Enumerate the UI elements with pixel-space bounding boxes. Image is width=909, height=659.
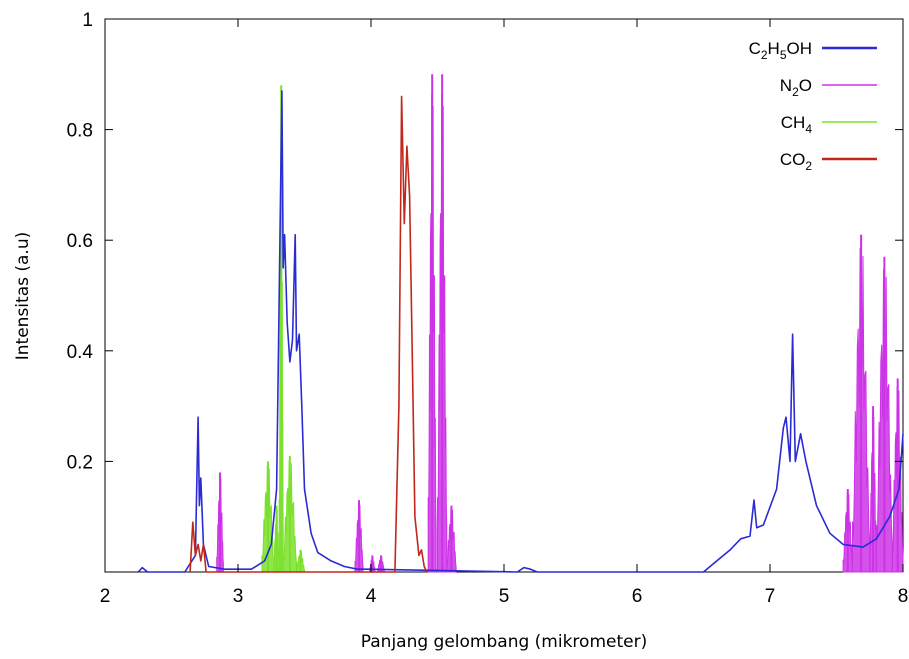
series-c2h5oh <box>137 90 904 573</box>
legend: C2H5OH N2O CH4 CO2 <box>749 39 877 173</box>
series-n2o <box>216 74 904 573</box>
legend-label: CH4 <box>781 113 813 136</box>
legend-item-co2: CO2 <box>780 150 877 173</box>
legend-label: CO2 <box>780 150 813 173</box>
y-tick-label: 0.2 <box>67 452 93 473</box>
x-tick-label: 8 <box>898 586 909 607</box>
line-co2 <box>189 95 428 573</box>
x-tick-label: 2 <box>100 586 111 607</box>
x-tick-label: 4 <box>366 586 377 607</box>
line-c2h5oh <box>137 90 904 573</box>
x-tick-label: 7 <box>765 586 776 607</box>
y-tick-label: 0.8 <box>67 121 93 142</box>
plot-frame <box>104 18 904 573</box>
y-tick-label: 1 <box>82 10 93 31</box>
x-tick-label: 6 <box>632 586 643 607</box>
series-co2 <box>189 95 428 573</box>
legend-label: C2H5OH <box>749 39 812 62</box>
y-tick-label: 0.6 <box>67 231 93 252</box>
series-layer <box>137 74 904 573</box>
x-axis-title: Panjang gelombang (mikrometer) <box>361 632 647 652</box>
legend-item-ch4: CH4 <box>781 113 877 136</box>
legend-item-c2h5oh: C2H5OH <box>749 39 877 62</box>
legend-label: N2O <box>780 76 812 99</box>
ticks-layer: 2 3 4 5 6 7 8 0.2 0.4 0.6 0.8 1 <box>67 10 909 607</box>
series-ch4 <box>261 85 305 573</box>
x-tick-label: 5 <box>499 586 510 607</box>
x-tick-label: 3 <box>233 586 244 607</box>
y-tick-label: 0.4 <box>67 342 94 363</box>
y-axis-title: Intensitas (a.u) <box>13 232 33 360</box>
legend-item-n2o: N2O <box>780 76 877 99</box>
